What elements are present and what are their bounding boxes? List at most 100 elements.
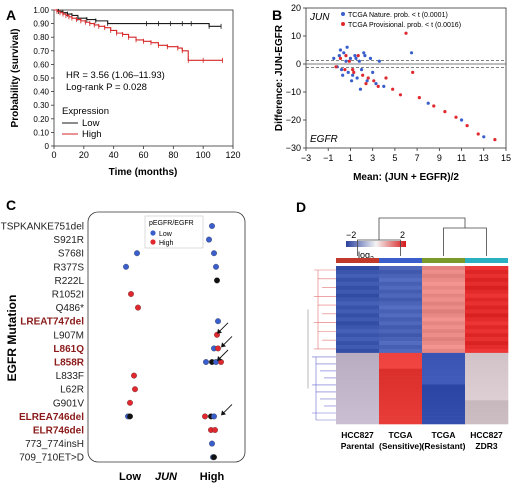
heatmap-cell [379, 356, 423, 362]
mutation-point [132, 386, 138, 393]
mutation-point [135, 304, 141, 311]
heatmap-cell [465, 404, 509, 409]
panel-label-a: A [6, 7, 16, 23]
heatmap-cell [465, 273, 509, 279]
panel-b-point-nature [459, 118, 464, 122]
heatmap-cell [465, 289, 509, 294]
panel-b-reference-lines [306, 60, 506, 68]
panel-b-point-provisional [361, 73, 365, 77]
heatmap-cell [465, 348, 509, 354]
panel-b-point-provisional [366, 76, 370, 80]
heatmap-cell [379, 281, 423, 287]
panel-b-ytick-label: −10 [286, 87, 301, 97]
heatmap-cell [422, 313, 466, 318]
mutation-label: G901V [53, 398, 84, 409]
panel-b-point-nature [346, 70, 350, 74]
panel-a-ytick-label: 0.80 [33, 33, 49, 42]
heatmap-cell [336, 356, 380, 362]
panel-b-point-nature [363, 54, 367, 58]
heatmap-cell [379, 293, 423, 298]
panel-a-ytick-label: 0 [45, 142, 50, 151]
heatmap-cell [336, 301, 380, 306]
panel-a-curve-low [54, 9, 222, 27]
heatmap-cell [379, 313, 423, 318]
panel-b-point-nature [341, 73, 345, 77]
heatmap-cell [465, 309, 509, 314]
heatmap-cell [336, 337, 380, 342]
mutation-label: L861Q [53, 344, 84, 355]
heatmap-cell [465, 412, 509, 417]
panel-b-point-provisional [384, 76, 388, 80]
panel-b-point-nature [374, 82, 378, 86]
panel-c-legend-swatch-high [150, 239, 156, 245]
heatmap-cell [336, 348, 380, 354]
panel-b-point-nature [354, 56, 358, 61]
dendrogram-branch [443, 227, 487, 256]
heatmap-cell [422, 293, 466, 298]
panel-a-ytick-label: 0.90 [33, 20, 49, 29]
panel-b-point-nature [349, 79, 354, 83]
panel-a-legend-title: Expression [62, 106, 109, 117]
mutation-label: ELREA746del [19, 412, 84, 423]
heatmap-cell [465, 408, 509, 413]
heatmap-cell [422, 368, 466, 373]
panel-c-plot-frame [87, 211, 246, 463]
column-group-color [379, 258, 422, 263]
heatmap-cell [422, 305, 466, 310]
heatmap-cell [465, 333, 509, 338]
mutation-point [213, 263, 219, 270]
heatmap-cell [422, 285, 466, 290]
heatmap-cell [465, 337, 509, 342]
heatmap-cell [336, 372, 380, 377]
panel-b-ytick-label: 20 [291, 3, 301, 13]
panel-a-xtick-label: 40 [109, 150, 119, 160]
heatmap-cell [422, 333, 466, 338]
panel-c-points [123, 223, 224, 461]
row-dendrogram [307, 269, 336, 421]
heatmap-cell [465, 352, 509, 358]
heatmap-cell [422, 364, 466, 369]
heatmap-cell [336, 408, 380, 413]
heatmap-cell [422, 266, 466, 271]
heatmap-cell [336, 388, 380, 393]
heatmap-cell [422, 348, 466, 354]
heatmap-cell [379, 297, 423, 302]
panel-b-point-nature [409, 51, 414, 55]
panel-a-ytick-label: 0.70 [33, 47, 49, 56]
panel-b-point-nature [342, 51, 346, 55]
heatmap-cell [465, 285, 509, 290]
column-label-line2: Parental [341, 441, 375, 451]
heatmap-cell [422, 380, 466, 385]
panel-b-point-nature [345, 45, 349, 49]
mutation-point [206, 236, 212, 243]
panel-b-point-nature [426, 101, 430, 105]
heatmap-cell [379, 345, 423, 350]
panel-b-point-provisional [391, 87, 395, 91]
heatmap-cell [336, 400, 380, 405]
panel-b-ytick-label: −30 [286, 143, 301, 153]
heatmap-cell [379, 352, 423, 358]
heatmap-cell [336, 360, 380, 366]
panel-b-point-provisional [432, 104, 436, 108]
mutation-label: LREAT747del [20, 317, 84, 328]
heatmap-cell [465, 392, 509, 397]
panel-a-curves [54, 8, 223, 63]
heatmap-cell [336, 412, 380, 417]
mutation-label: ELR746del [33, 426, 84, 437]
panel-label-d: D [296, 199, 306, 215]
column-dendrogram [357, 217, 487, 256]
panel-b-point-provisional [411, 70, 415, 74]
heatmap-cell [336, 416, 380, 421]
heatmap-cell [465, 396, 509, 401]
panel-b-point-provisional [356, 54, 360, 58]
mutation-label: R1052I [52, 290, 84, 301]
panel-b-legend-swatch-provisional [341, 22, 345, 26]
mutation-label: R377S [53, 262, 84, 273]
panel-b-point-provisional [404, 31, 408, 35]
heatmap-cell [379, 329, 423, 334]
heatmap-cell [336, 309, 380, 314]
heatmap-cell [465, 329, 509, 334]
heatmap-cell [422, 400, 466, 405]
panel-c-xcat-high: High [200, 471, 225, 483]
